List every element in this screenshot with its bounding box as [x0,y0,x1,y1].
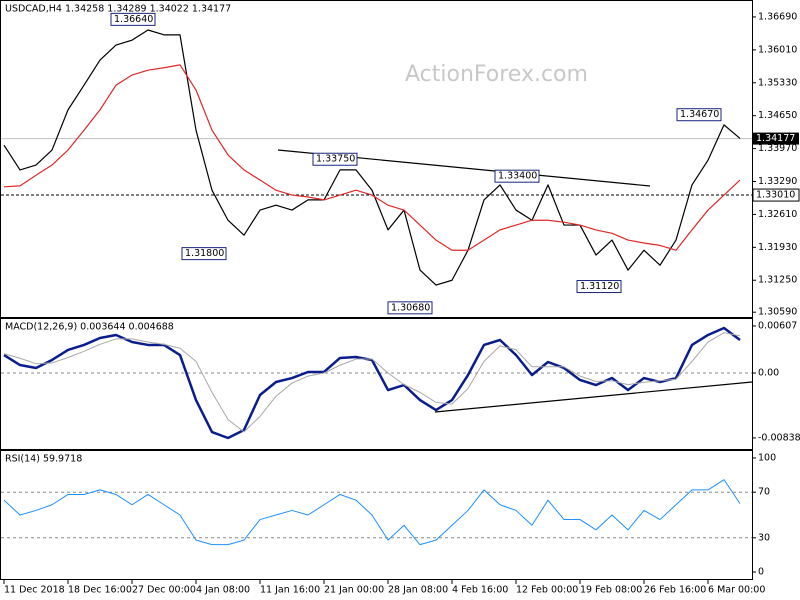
y-tick-label: 70 [758,487,770,498]
annotation-box [576,280,622,294]
panel-title: MACD(12,26,9) 0.003644 0.004688 [5,322,174,333]
annotation-box [181,247,227,261]
x-tick-label: 28 Jan 08:00 [388,585,448,596]
level-label: 1.33010 [756,190,795,201]
level-box [752,188,800,202]
x-tick-label: 18 Dec 16:00 [68,585,132,596]
annotation-box [676,108,722,122]
y-tick-label: 1.35330 [758,77,797,88]
y-tick-label: 1.33290 [758,176,797,187]
annotation-label: 1.30680 [391,302,430,313]
x-tick-label: 6 Mar 00:00 [708,585,765,596]
y-tick-label: 0.00607 [758,320,797,331]
annotation-label: 1.33750 [316,154,355,165]
panel-title: USDCAD,H4 1.34258 1.34289 1.34022 1.3417… [5,4,231,15]
y-tick-label: 1.36010 [758,44,797,55]
y-tick-label: -0.008381 [758,432,800,443]
annotation-box [494,169,540,183]
annotation-label: 1.31800 [185,248,224,259]
x-tick-label: 11 Jan 16:00 [260,585,320,596]
current-price-label: 1.34177 [756,133,795,144]
y-tick-label: 1.30590 [758,307,797,318]
annotation-box [312,152,358,166]
series-line [3,64,741,251]
y-tick-label: 100 [758,452,776,463]
y-tick-label: 1.31250 [758,275,797,286]
annotation-box [387,301,433,315]
x-tick-label: 26 Feb 16:00 [644,585,706,596]
x-tick-label: 12 Feb 00:00 [516,585,578,596]
rsi-panel [0,450,753,580]
y-tick-label: 1.34650 [758,110,797,121]
series-line [3,332,741,433]
y-tick-label: 0 [758,567,764,578]
annotation-box [110,12,156,26]
x-tick-label: 19 Feb 08:00 [580,585,642,596]
x-tick-label: 4 Jan 08:00 [196,585,250,596]
annotation-label: 1.33400 [498,171,537,182]
x-tick-label: 4 Feb 16:00 [452,585,508,596]
annotation-label: 1.36640 [114,14,153,25]
series-line [3,479,741,546]
macd-panel [0,318,753,450]
y-tick-label: 30 [758,532,770,543]
annotation-label: 1.31120 [580,281,619,292]
y-tick-label: 0.00 [758,368,779,379]
annotation-label: 1.34670 [680,109,719,120]
macd-trendline [434,381,753,413]
series-line [3,29,741,286]
watermark: ActionForex.com [405,62,588,87]
current-price-box [753,132,799,145]
panel-title: RSI(14) 59.9718 [5,454,82,465]
x-tick-label: 27 Dec 00:00 [132,585,196,596]
x-tick-label: 21 Jan 00:00 [324,585,384,596]
y-tick-label: 1.33970 [758,143,797,154]
y-tick-label: 1.36690 [758,11,797,22]
x-tick-label: 11 Dec 2018 [4,585,65,596]
y-tick-label: 1.32610 [758,209,797,220]
y-tick-label: 1.31930 [758,242,797,253]
